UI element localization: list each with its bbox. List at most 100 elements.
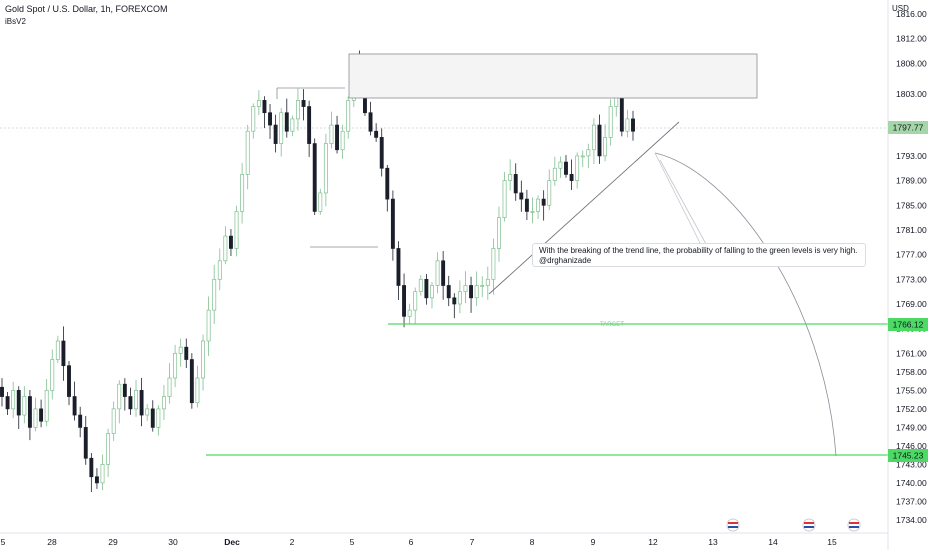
svg-text:1766.12: 1766.12 [893,320,924,330]
candle-body [457,291,462,305]
resistance-box[interactable] [348,53,758,99]
candle-body [128,396,133,410]
us-flag-event-icon[interactable] [726,518,740,532]
candle-body [368,112,373,132]
svg-text:1797.77: 1797.77 [893,123,924,133]
time-tick-label: 29 [108,537,118,547]
candle-body [256,100,261,107]
candle-body [346,100,351,132]
candle-body [541,198,546,206]
price-tick-label: 1749.00 [896,422,927,432]
candle-body [463,285,468,293]
candle-body [67,365,71,397]
indicator-label[interactable]: iBsV2 [5,17,26,26]
price-tick-label: 1777.00 [896,250,927,260]
time-tick-label: 30 [168,537,178,547]
candle-body [240,174,245,212]
candle-body [491,248,496,280]
projection-arc[interactable] [654,152,837,457]
candle-body [396,248,401,286]
candle-body [279,112,284,144]
price-axis-ticks[interactable]: 1816.00 1812.00 1808.00 1803.00 1793.00 1789.… [896,9,927,525]
time-axis-ticks[interactable]: 5 28 29 30 Dec 2 5 6 7 8 9 12 13 14 15 [1,537,837,547]
price-tick-label: 1769.00 [896,299,927,309]
candle-body [513,174,518,194]
candle-body [296,100,300,120]
projection-pointer[interactable] [654,152,707,245]
candle-body [435,260,440,286]
candle-body [558,161,563,169]
candle-body [173,353,178,379]
candle-body [385,167,390,200]
price-tick-label: 1734.00 [896,515,927,525]
candle-body [22,396,27,416]
candle-body [335,124,339,151]
price-tick-label: 1773.00 [896,274,927,284]
time-tick-label: 7 [470,537,475,547]
time-tick-label: 28 [47,537,57,547]
us-flag-event-icon[interactable] [847,518,861,532]
candle-body [50,359,55,391]
candle-body [547,180,552,206]
price-tick-label: 1761.00 [896,348,927,358]
candle-body [301,100,306,107]
candle-body [619,93,624,132]
candle-body [446,285,451,299]
candle-body [430,285,434,299]
price-tick-label: 1789.00 [896,176,927,186]
time-tick-label: 6 [409,537,414,547]
symbol-title[interactable]: Gold Spot / U.S. Dollar, 1h, FOREXCOM [5,4,168,14]
time-tick-label: 12 [648,537,658,547]
candle-body [284,112,289,132]
candle-body [480,285,485,287]
candle-body [608,106,613,138]
candle-body [0,386,4,397]
price-tick-label: 1812.00 [896,34,927,44]
time-tick-label: 8 [530,537,535,547]
price-tick-label: 1743.00 [896,459,927,469]
candle-body [44,390,49,422]
candle-body [312,143,317,212]
badge-target-1: 1766.12 [888,318,928,331]
price-tick-label: 1737.00 [896,496,927,506]
candle-body [586,149,591,157]
candle-body [390,198,395,249]
candle-body [564,161,568,175]
candle-body [11,390,16,410]
candle-body [519,192,524,200]
candle-body [33,408,38,428]
us-flag-event-icon[interactable] [802,518,816,532]
top-bracket-line[interactable] [276,87,345,99]
candle-body [72,396,77,416]
candle-body [552,167,557,181]
candle-body [485,278,490,286]
trend-line[interactable] [488,121,680,295]
candle-body [245,130,250,175]
price-tick-label: 1752.00 [896,404,927,414]
candle-body [402,285,407,317]
candle-body [106,433,111,465]
candle-body [407,309,412,317]
candle-body [631,118,635,132]
candle-body [251,106,256,132]
currency-label: USD [892,4,909,13]
candle-body [167,377,172,397]
candle-body [441,260,446,286]
candle-body [591,124,596,151]
candle-body [569,174,574,181]
price-tick-label: 1803.00 [896,89,927,99]
candle-body [469,285,474,299]
note-text: With the breaking of the trend line, the… [539,246,858,255]
candle-body [474,285,479,299]
candle-body [156,408,161,428]
candle-body [418,278,423,292]
candle-body [217,260,222,280]
candles [0,50,635,492]
badge-target-2: 1745.23 [888,449,928,462]
time-tick-label: 5 [1,537,6,547]
candle-body [111,408,116,434]
candle-body [424,278,429,299]
annotation-note[interactable]: With the breaking of the trend line, the… [532,243,866,267]
candle-body [580,155,585,158]
